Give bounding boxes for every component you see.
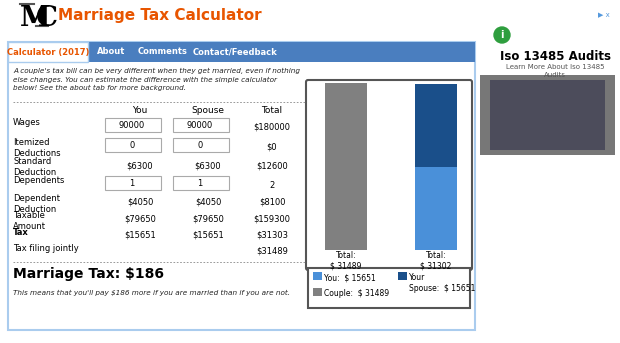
Text: i: i bbox=[500, 30, 503, 40]
Text: Couple:  $ 31489: Couple: $ 31489 bbox=[324, 289, 389, 298]
Text: $31303: $31303 bbox=[256, 230, 288, 239]
Text: $159300: $159300 bbox=[254, 214, 291, 224]
Text: Total: Total bbox=[262, 106, 283, 115]
Text: $4050: $4050 bbox=[127, 198, 153, 206]
Text: Dependents: Dependents bbox=[13, 176, 64, 185]
Circle shape bbox=[494, 27, 510, 43]
Bar bbox=[415, 167, 457, 250]
Text: $79650: $79650 bbox=[124, 214, 156, 224]
Text: Spouse: Spouse bbox=[192, 106, 224, 115]
FancyBboxPatch shape bbox=[105, 176, 161, 189]
Text: $6300: $6300 bbox=[195, 162, 221, 170]
FancyBboxPatch shape bbox=[172, 176, 229, 189]
Text: $8100: $8100 bbox=[259, 198, 285, 206]
Bar bbox=[313, 272, 322, 280]
Text: Itemized
Deductions: Itemized Deductions bbox=[13, 138, 61, 158]
FancyBboxPatch shape bbox=[480, 75, 615, 155]
FancyBboxPatch shape bbox=[8, 42, 475, 330]
Bar bbox=[415, 84, 457, 167]
Bar bbox=[313, 288, 322, 296]
FancyBboxPatch shape bbox=[306, 80, 472, 270]
Text: Calculator (2017): Calculator (2017) bbox=[7, 47, 89, 57]
Text: You: You bbox=[132, 106, 148, 115]
Text: Taxable
Amount: Taxable Amount bbox=[13, 211, 46, 231]
Text: Standard
Deduction: Standard Deduction bbox=[13, 157, 56, 177]
FancyBboxPatch shape bbox=[490, 80, 605, 150]
Text: 90000: 90000 bbox=[119, 121, 145, 130]
FancyBboxPatch shape bbox=[105, 138, 161, 152]
Text: Wages: Wages bbox=[13, 118, 41, 127]
Bar bbox=[325, 83, 367, 250]
FancyBboxPatch shape bbox=[105, 118, 161, 131]
Text: Tax: Tax bbox=[13, 228, 29, 237]
Text: You:  $ 15651: You: $ 15651 bbox=[324, 273, 376, 282]
Text: ▶ x: ▶ x bbox=[598, 12, 609, 18]
Text: This means that you'll pay $186 more if you are married than if you are not.: This means that you'll pay $186 more if … bbox=[13, 290, 290, 296]
FancyBboxPatch shape bbox=[308, 268, 470, 308]
FancyBboxPatch shape bbox=[172, 138, 229, 152]
Text: C: C bbox=[36, 5, 58, 32]
Text: $4050: $4050 bbox=[195, 198, 221, 206]
Text: 0: 0 bbox=[197, 141, 203, 150]
Text: $15651: $15651 bbox=[192, 230, 224, 239]
Text: $0: $0 bbox=[267, 142, 277, 152]
Text: $180000: $180000 bbox=[254, 122, 291, 131]
Bar bbox=[398, 272, 407, 280]
Text: $6300: $6300 bbox=[126, 162, 153, 170]
Text: Total:
$ 31302: Total: $ 31302 bbox=[420, 251, 452, 270]
FancyBboxPatch shape bbox=[8, 42, 475, 62]
Text: $15651: $15651 bbox=[124, 230, 156, 239]
Text: $31489: $31489 bbox=[256, 247, 288, 256]
Text: 90000: 90000 bbox=[187, 121, 213, 130]
Text: 1: 1 bbox=[197, 179, 203, 188]
Text: About: About bbox=[97, 47, 125, 57]
Text: Your
Spouse:  $ 15651: Your Spouse: $ 15651 bbox=[409, 273, 476, 293]
Text: Tax filing jointly: Tax filing jointly bbox=[13, 244, 79, 253]
Text: Iso 13485 Audits: Iso 13485 Audits bbox=[500, 50, 611, 63]
Text: A couple's tax bill can be very different when they get married, even if nothing: A couple's tax bill can be very differen… bbox=[13, 68, 300, 92]
Text: Dependent
Deduction: Dependent Deduction bbox=[13, 194, 60, 214]
Text: 1: 1 bbox=[130, 179, 135, 188]
Text: Total:
$ 31489: Total: $ 31489 bbox=[330, 251, 361, 270]
Text: $79650: $79650 bbox=[192, 214, 224, 224]
Text: Marriage Tax Calculator: Marriage Tax Calculator bbox=[58, 8, 262, 23]
Text: Learn More About Iso 13485
Audits: Learn More About Iso 13485 Audits bbox=[506, 64, 604, 78]
Text: Contact/Feedback: Contact/Feedback bbox=[193, 47, 277, 57]
Text: 2: 2 bbox=[269, 180, 275, 189]
FancyBboxPatch shape bbox=[172, 118, 229, 131]
FancyBboxPatch shape bbox=[8, 42, 88, 62]
Text: $12600: $12600 bbox=[256, 162, 288, 170]
Text: 0: 0 bbox=[130, 141, 135, 150]
Text: Comments: Comments bbox=[138, 47, 188, 57]
Text: M: M bbox=[20, 5, 51, 32]
Text: Marriage Tax: $186: Marriage Tax: $186 bbox=[13, 267, 164, 281]
